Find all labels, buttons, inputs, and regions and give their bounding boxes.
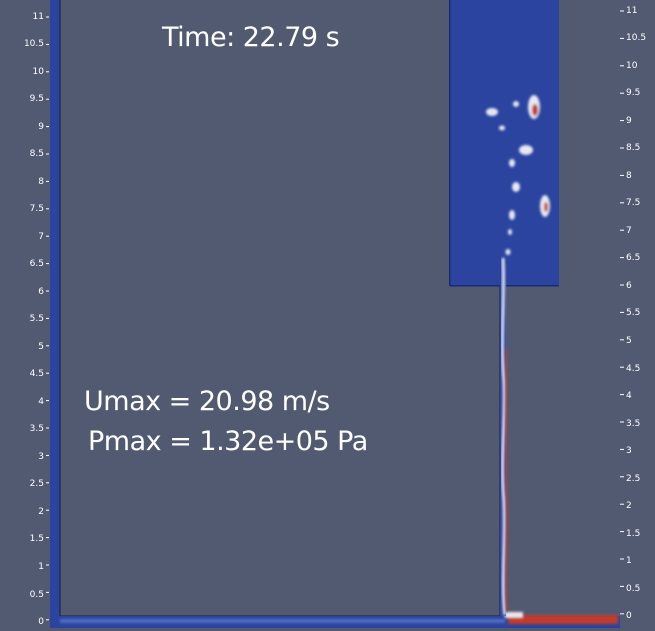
right-axis-ticks [620, 10, 624, 615]
left-axis-tick-label: 10 [32, 67, 44, 77]
left-axis-tick-label: 7.5 [29, 204, 44, 214]
right-axis-tick-label: 8.5 [626, 143, 641, 153]
reservoir-water [450, 0, 559, 286]
left-axis-tick-label: 5 [38, 342, 44, 352]
left-axis-tick-label: 0 [38, 617, 44, 627]
right-axis-tick-label: 0.5 [626, 584, 641, 594]
bottom-outflow-foam [505, 612, 523, 618]
right-axis-tick-label: 9.5 [626, 88, 641, 98]
left-axis-tick-label: 1 [38, 562, 44, 572]
left-axis-tick-label: 1.5 [29, 534, 44, 544]
right-axis-tick-label: 9 [626, 116, 632, 126]
left-axis-tick-label: 6 [38, 287, 44, 297]
left-axis-tick-label: 8 [38, 177, 44, 187]
right-axis-tick-label: 5.5 [626, 308, 641, 318]
left-axis-tick-label: 6.5 [29, 259, 44, 269]
right-axis-tick-label: 1 [626, 556, 632, 566]
right-axis-tick-label: 3 [626, 446, 632, 456]
right-axis-tick-label: 6 [626, 281, 632, 291]
bottom-outflow-red [508, 615, 618, 624]
jet-foam [500, 257, 507, 616]
left-axis-tick-label: 0.5 [29, 590, 44, 600]
right-axis-tick-label: 7 [626, 226, 632, 236]
left-axis-tick-label: 10.5 [23, 39, 44, 49]
right-axis-tick-label: 8 [626, 171, 632, 181]
left-axis-tick-label: 9.5 [29, 94, 44, 104]
right-axis-tick-label: 3.5 [626, 419, 641, 429]
left-axis-tick-label: 2.5 [29, 479, 44, 489]
left-axis-tick-label: 4 [38, 397, 44, 407]
left-axis-tick-label: 9 [38, 122, 44, 132]
max-pressure-label: Pmax = 1.32e+05 Pa [88, 426, 368, 457]
right-axis-tick-label: 6.5 [626, 253, 641, 263]
right-axis-tick-label: 2 [626, 501, 632, 511]
bottom-foam-band [60, 619, 505, 623]
right-axis-tick-label: 2.5 [626, 474, 641, 484]
right-axis-tick-label: 10 [626, 61, 638, 71]
max-velocity-label: Umax = 20.98 m/s [84, 386, 330, 417]
left-axis-tick-label: 3 [38, 452, 44, 462]
left-wall-water [50, 0, 60, 618]
left-axis-tick-label: 8.5 [29, 149, 44, 159]
right-axis-tick-label: 4.5 [626, 364, 641, 374]
left-axis-ticks [46, 16, 49, 621]
right-axis-tick-label: 5 [626, 336, 632, 346]
left-axis-tick-label: 2 [38, 507, 44, 517]
foam-droplets [486, 95, 550, 255]
left-axis-tick-label: 5.5 [29, 314, 44, 324]
left-axis-tick-label: 3.5 [29, 424, 44, 434]
reservoir-left-edge [449, 0, 451, 286]
jet-red-streak [504, 349, 509, 613]
right-axis-tick-label: 7.5 [626, 198, 641, 208]
right-axis-tick-label: 1.5 [626, 529, 641, 539]
right-axis-tick-label: 11 [626, 6, 638, 16]
left-axis-tick-label: 11 [32, 12, 44, 22]
right-axis-tick-label: 4 [626, 391, 632, 401]
right-axis-tick-label: 0 [626, 611, 632, 621]
left-axis-tick-label: 4.5 [29, 369, 44, 379]
right-axis-tick-label: 10.5 [626, 33, 647, 43]
simulation-time-label: Time: 22.79 s [162, 22, 340, 53]
left-axis-tick-label: 7 [38, 232, 44, 242]
